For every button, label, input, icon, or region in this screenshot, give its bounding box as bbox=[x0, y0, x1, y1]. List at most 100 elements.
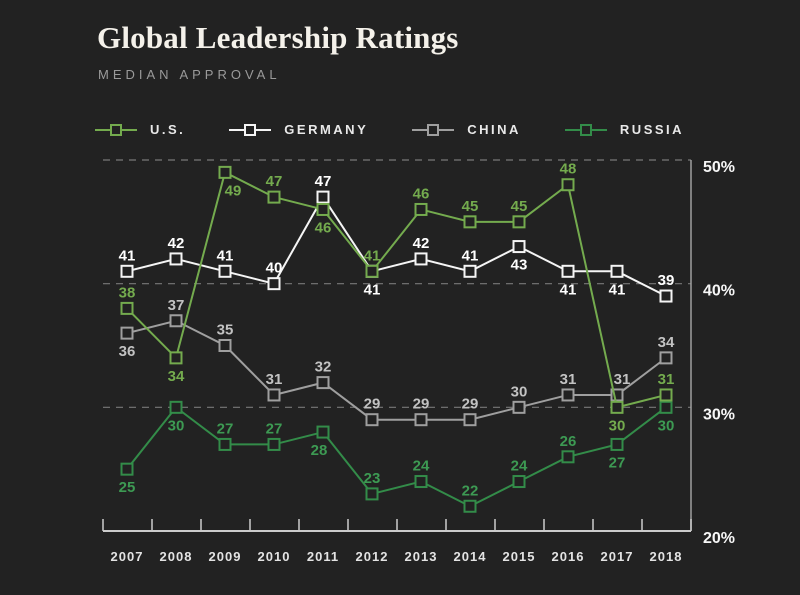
series-marker-russia bbox=[218, 437, 232, 451]
x-axis-year-label: 2012 bbox=[356, 549, 389, 564]
value-label-germany: 39 bbox=[658, 272, 675, 289]
series-marker-us bbox=[218, 165, 232, 179]
value-label-china: 36 bbox=[119, 343, 136, 360]
value-label-russia: 30 bbox=[168, 417, 185, 434]
value-label-us: 48 bbox=[560, 161, 577, 178]
value-label-china: 30 bbox=[511, 383, 528, 400]
legend-item-us: U.S. bbox=[95, 122, 185, 137]
series-marker-germany bbox=[414, 252, 428, 266]
series-marker-china bbox=[267, 388, 281, 402]
value-label-russia: 24 bbox=[511, 458, 528, 475]
x-axis-year-label: 2008 bbox=[160, 549, 193, 564]
value-label-germany: 42 bbox=[168, 235, 185, 252]
value-label-germany: 41 bbox=[462, 247, 479, 264]
legend-label-us: U.S. bbox=[150, 122, 186, 137]
y-axis-tick-label: 40% bbox=[703, 283, 735, 300]
value-label-germany: 41 bbox=[560, 281, 577, 298]
series-marker-us bbox=[120, 301, 134, 315]
series-marker-russia bbox=[169, 400, 183, 414]
legend-item-germany: GERMANY bbox=[229, 122, 368, 137]
series-marker-us bbox=[659, 388, 673, 402]
value-label-germany: 41 bbox=[119, 247, 136, 264]
series-marker-russia bbox=[659, 400, 673, 414]
series-marker-china bbox=[610, 388, 624, 402]
series-marker-germany bbox=[512, 240, 526, 254]
series-marker-us bbox=[267, 190, 281, 204]
series-line-russia bbox=[126, 405, 667, 508]
series-marker-china bbox=[316, 376, 330, 390]
value-label-us: 46 bbox=[315, 219, 332, 236]
series-marker-china bbox=[120, 326, 134, 340]
series-marker-germany bbox=[561, 264, 575, 278]
series-marker-china bbox=[561, 388, 575, 402]
series-marker-germany bbox=[267, 277, 281, 291]
legend-item-china: CHINA bbox=[412, 122, 521, 137]
series-marker-china bbox=[169, 314, 183, 328]
series-marker-germany bbox=[120, 264, 134, 278]
value-label-germany: 41 bbox=[217, 247, 234, 264]
series-marker-china bbox=[463, 413, 477, 427]
y-axis-tick-label: 30% bbox=[703, 406, 735, 423]
value-label-russia: 27 bbox=[217, 420, 234, 437]
value-label-us: 45 bbox=[462, 198, 479, 215]
series-marker-china bbox=[365, 413, 379, 427]
series-marker-germany bbox=[463, 264, 477, 278]
series-marker-china bbox=[659, 351, 673, 365]
value-label-china: 34 bbox=[658, 334, 675, 351]
legend-label-russia: RUSSIA bbox=[619, 122, 685, 137]
value-label-russia: 27 bbox=[266, 420, 283, 437]
value-label-us: 47 bbox=[266, 173, 283, 190]
value-label-china: 29 bbox=[462, 396, 479, 413]
value-label-china: 37 bbox=[168, 297, 185, 314]
series-marker-russia bbox=[120, 462, 134, 476]
square-marker-icon bbox=[427, 123, 440, 136]
x-axis-year-label: 2014 bbox=[454, 549, 487, 564]
legend-swatch-germany bbox=[229, 123, 272, 136]
series-marker-germany bbox=[659, 289, 673, 303]
legend-swatch-us bbox=[95, 123, 137, 136]
value-label-russia: 23 bbox=[364, 470, 381, 487]
value-label-us: 49 bbox=[225, 182, 242, 199]
value-label-us: 46 bbox=[413, 185, 430, 202]
value-label-china: 32 bbox=[315, 359, 332, 376]
page-subtitle: MEDIAN APPROVAL bbox=[98, 67, 281, 82]
value-label-germany: 43 bbox=[511, 257, 528, 274]
series-marker-us bbox=[316, 202, 330, 216]
series-marker-us bbox=[561, 178, 575, 192]
x-axis-year-label: 2015 bbox=[503, 549, 536, 564]
series-marker-russia bbox=[316, 425, 330, 439]
legend-swatch-china bbox=[412, 123, 455, 136]
square-marker-icon bbox=[244, 123, 257, 136]
series-marker-us bbox=[610, 400, 624, 414]
series-marker-russia bbox=[463, 499, 477, 513]
y-axis-tick-label: 20% bbox=[703, 530, 735, 547]
x-axis-year-label: 2018 bbox=[650, 549, 683, 564]
legend-item-russia: RUSSIA bbox=[564, 122, 685, 137]
value-label-russia: 24 bbox=[413, 458, 430, 475]
series-marker-china bbox=[218, 338, 232, 352]
value-label-germany: 41 bbox=[609, 281, 626, 298]
legend-label-china: CHINA bbox=[467, 122, 521, 137]
value-label-china: 29 bbox=[413, 396, 430, 413]
x-axis-year-label: 2007 bbox=[111, 549, 144, 564]
series-marker-china bbox=[414, 413, 428, 427]
chart-header: Global Leadership Ratings MEDIAN APPROVA… bbox=[97, 20, 459, 82]
value-label-russia: 27 bbox=[609, 454, 626, 471]
series-marker-russia bbox=[267, 437, 281, 451]
value-label-russia: 26 bbox=[560, 433, 577, 450]
value-label-germany: 47 bbox=[315, 173, 332, 190]
x-axis-year-label: 2010 bbox=[258, 549, 291, 564]
series-marker-us bbox=[463, 215, 477, 229]
value-label-us: 31 bbox=[658, 371, 675, 388]
series-marker-china bbox=[512, 400, 526, 414]
square-marker-icon bbox=[110, 123, 122, 136]
value-label-russia: 30 bbox=[658, 417, 675, 434]
value-label-us: 34 bbox=[168, 368, 185, 385]
value-label-germany: 41 bbox=[364, 281, 381, 298]
page-title: Global Leadership Ratings bbox=[97, 20, 459, 55]
value-label-russia: 28 bbox=[311, 442, 328, 459]
series-marker-russia bbox=[561, 450, 575, 464]
value-label-us: 30 bbox=[609, 417, 626, 434]
